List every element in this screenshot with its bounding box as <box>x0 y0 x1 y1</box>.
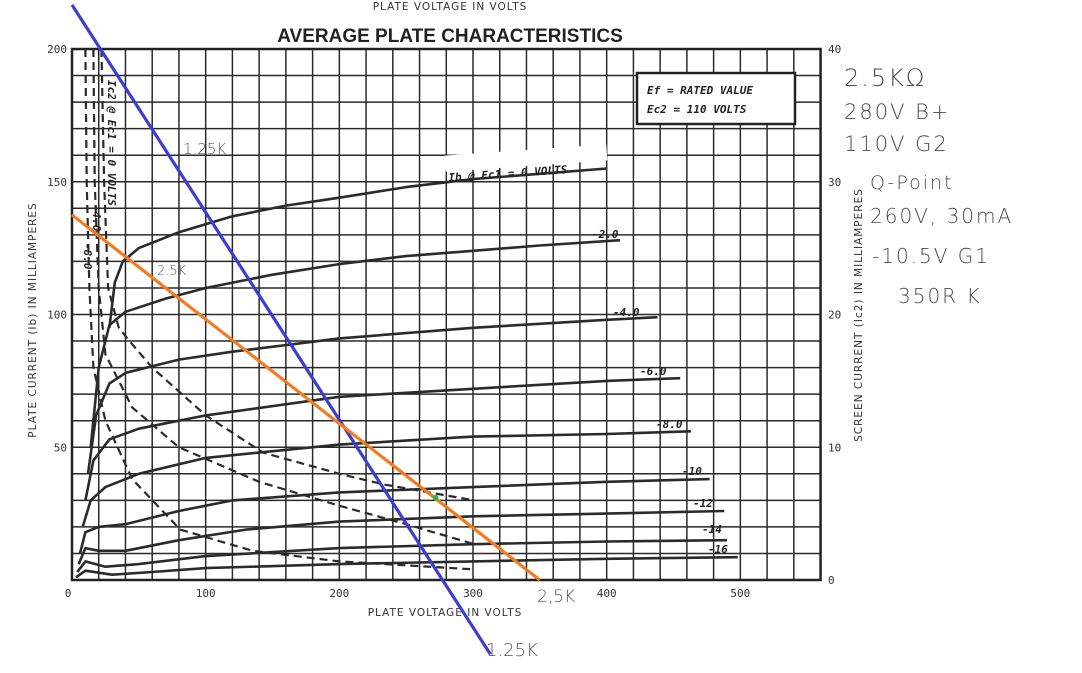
plate-curve-8 <box>75 555 738 579</box>
y2-tick-label: 40 <box>828 43 841 56</box>
screen-curve-0 <box>100 48 475 502</box>
annotation-2-5k-upper: 2.5K <box>157 264 187 279</box>
label-bg <box>444 144 608 172</box>
y-tick-label: 150 <box>47 176 67 189</box>
y-tick-label: 100 <box>47 309 67 322</box>
x-tick-label: 200 <box>329 587 349 600</box>
note-qpoint-title: Q-Point <box>870 172 954 194</box>
condition-ef: Ef = RATED VALUE <box>647 84 753 97</box>
screen-label-m8: -8.0 <box>81 243 94 270</box>
curve-label-m8: -8.0 <box>656 418 683 431</box>
load-lines <box>70 4 541 656</box>
plate-curve-6 <box>77 509 725 565</box>
annotation-1-25k-upper: 1.25K <box>183 140 226 158</box>
y-tick-label: 200 <box>47 43 67 56</box>
screen-label-0: Ic2 @ Ec1 = 0 VOLTS <box>105 80 118 206</box>
plate-curve-0 <box>108 167 607 328</box>
curve-label-m6: -6.0 <box>640 365 667 378</box>
plate-curve-7 <box>76 538 728 573</box>
y2-tick-label: 0 <box>828 574 835 587</box>
screen-label-m4: -4.0 <box>90 205 103 232</box>
curve-label-m4: -4.0 <box>613 306 640 319</box>
y2-tick-label: 20 <box>828 309 841 322</box>
note-cathode: 350R K <box>898 284 982 308</box>
conditions-box <box>635 71 797 126</box>
note-bplus: 280V B+ <box>844 100 951 124</box>
y-tick-label: 50 <box>54 441 67 454</box>
curve-label-m2: -2.0 <box>592 228 619 241</box>
x-axis-label: PLATE VOLTAGE IN VOLTS <box>368 607 523 619</box>
x-tick-label: 0 <box>65 587 72 600</box>
y2-tick-label: 30 <box>828 176 841 189</box>
condition-ec2: Ec2 = 110 VOLTS <box>647 103 747 116</box>
note-qpoint: 260V, 30mA <box>870 204 1014 228</box>
note-g1: -10.5V G1 <box>872 244 991 268</box>
q-point-marker <box>432 494 439 501</box>
plate-curve-4 <box>81 430 691 528</box>
x-tick-label: 100 <box>196 587 216 600</box>
plate-current-curves <box>75 167 738 579</box>
note-load: 2.5KΩ <box>844 64 927 92</box>
top-axis-label: PLATE VOLTAGE IN VOLTS <box>373 1 528 13</box>
plate-curve-3 <box>84 376 681 501</box>
screen-curve-2 <box>84 48 475 571</box>
screen-current-curves <box>84 48 475 571</box>
chart-title: AVERAGE PLATE CHARACTERISTICS <box>277 26 623 47</box>
annotation-1-25k-lower: 1.25K <box>486 640 538 661</box>
curve-label-m10: -10 <box>682 465 702 478</box>
tick-labels: 0 100 200 300 400 500 50 100 150 200 0 10 20 30 40 <box>47 43 841 600</box>
plate-curve-1 <box>89 238 621 448</box>
annotation-2-5k-lower: 2,5K <box>537 587 575 607</box>
load-line-1-25K <box>70 4 492 656</box>
x-tick-label: 400 <box>597 587 617 600</box>
curve-label-m14: -14 <box>702 523 722 536</box>
plate-curve-5 <box>78 477 710 554</box>
x-tick-label: 500 <box>730 587 750 600</box>
y-axis-label: PLATE CURRENT (Ib) IN MILLIAMPERES <box>27 202 39 437</box>
plot-frame <box>70 47 822 582</box>
x-tick-label: 300 <box>463 587 483 600</box>
y2-tick-label: 10 <box>828 441 841 454</box>
note-g2: 110V G2 <box>844 132 949 156</box>
curve-label-m16: -16 <box>708 543 728 556</box>
curve-label-m12: -12 <box>693 497 713 510</box>
plate-curve-2 <box>86 315 658 474</box>
y2-axis-label: SCREEN CURRENT (Ic2) IN MILLIAMPERES <box>853 188 865 442</box>
load-line-2-5K <box>71 213 541 582</box>
